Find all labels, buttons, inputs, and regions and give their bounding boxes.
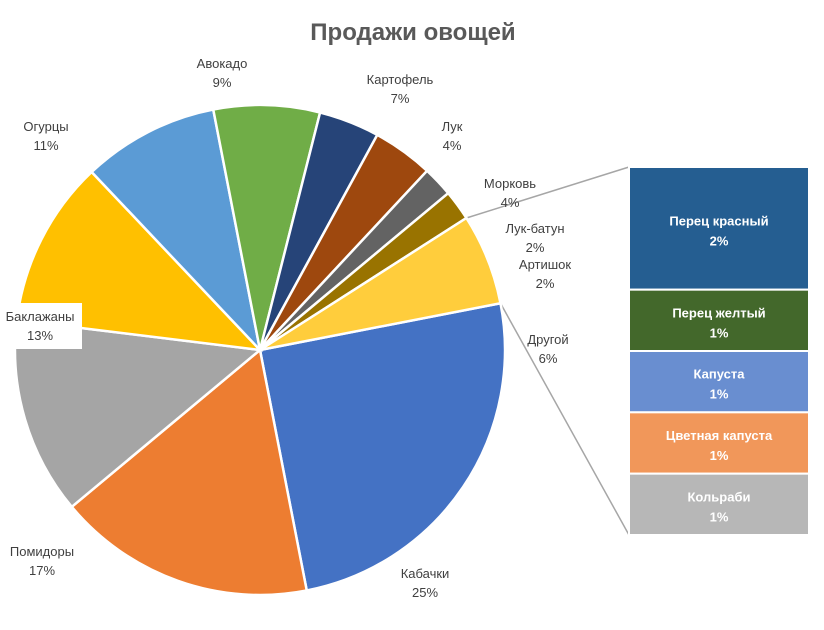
- slice-label-name: Огурцы: [23, 119, 68, 134]
- pie-slice: [259, 216, 502, 352]
- bar-segment-label: Капуста: [694, 367, 746, 382]
- bar-segment-value: 1%: [710, 448, 729, 463]
- slice-label-value: 2%: [526, 240, 545, 255]
- bar-segment-rect: [628, 472, 810, 536]
- connector-line-bottom: [499, 302, 630, 536]
- pie-area: [13, 103, 507, 597]
- connector-line-top: [466, 166, 630, 219]
- slice-label: Лук 4%: [442, 119, 463, 153]
- connector-lines: [466, 166, 630, 536]
- slice-label-name: Артишок: [519, 257, 571, 272]
- bar-segment-label: Кольраби: [688, 489, 751, 504]
- bar-segment: Капуста 1%: [628, 350, 810, 414]
- slice-label: Морковь 4%: [484, 176, 536, 210]
- slice-label-value: 17%: [29, 563, 55, 578]
- slice-labels: Кабачки 25% Помидоры 17% Баклажаны 13% Огурцы 1…: [0, 56, 571, 600]
- bar-segment-rect: [628, 350, 810, 414]
- pie-slice: [211, 103, 322, 351]
- bar-segment: Кольраби 1%: [628, 472, 810, 536]
- bar-segment: Цветная капуста 1%: [628, 411, 810, 475]
- pie-slice: [258, 301, 507, 592]
- slice-label: Артишок 2%: [519, 257, 571, 291]
- slice-label-value: 4%: [501, 195, 520, 210]
- bar-segment-value: 1%: [710, 325, 729, 340]
- slice-label-value: 4%: [443, 138, 462, 153]
- slice-label: Помидоры 17%: [10, 544, 74, 578]
- bar-segment-label: Цветная капуста: [666, 428, 773, 443]
- slice-label-value: 9%: [213, 75, 232, 90]
- slice-label-name: Морковь: [484, 176, 536, 191]
- bar-segment-value: 2%: [710, 233, 729, 248]
- slice-label-name: Баклажаны: [6, 309, 75, 324]
- slice-label-value: 11%: [33, 138, 58, 153]
- bar-segment-rect: [628, 288, 810, 352]
- slice-label-value: 25%: [412, 585, 438, 600]
- pie-slice: [70, 347, 309, 597]
- slice-label-name: Другой: [527, 332, 568, 347]
- slice-label-name: Кабачки: [401, 566, 450, 581]
- bar-segment-value: 1%: [710, 387, 729, 402]
- chart-title: Продажи овощей: [310, 19, 515, 46]
- slice-label-name: Лук: [442, 119, 463, 134]
- bar-segment: Перец красный 2%: [628, 166, 810, 291]
- slice-label: Другой 6%: [527, 332, 568, 366]
- slice-label-name: Авокадо: [197, 56, 248, 71]
- slice-label-value: 13%: [27, 328, 53, 343]
- slice-label: Лук-батун 2%: [505, 221, 564, 255]
- label-background: [0, 303, 82, 349]
- slice-label: Кабачки 25%: [401, 566, 450, 600]
- pie-slice: [89, 108, 263, 354]
- slice-label-value: 7%: [391, 91, 410, 106]
- bar-segment-rect: [628, 166, 810, 291]
- slice-label-value: 2%: [536, 276, 555, 291]
- bar-segment-value: 1%: [710, 509, 729, 524]
- bar-segment-label: Перец красный: [669, 213, 768, 228]
- slice-label: Картофель 7%: [367, 72, 434, 106]
- bar-segment-rect: [628, 411, 810, 475]
- slice-label: Авокадо 9%: [197, 56, 248, 90]
- slice-label-value: 6%: [539, 351, 558, 366]
- slice-label: Баклажаны 13%: [0, 303, 82, 349]
- slice-label-name: Лук-батун: [505, 221, 564, 236]
- slice-label-name: Картофель: [367, 72, 434, 87]
- slice-label-name: Помидоры: [10, 544, 74, 559]
- bar-segment: Перец желтый 1%: [628, 288, 810, 352]
- slice-label: Огурцы 11%: [23, 119, 68, 153]
- bar-segment-label: Перец желтый: [672, 305, 765, 320]
